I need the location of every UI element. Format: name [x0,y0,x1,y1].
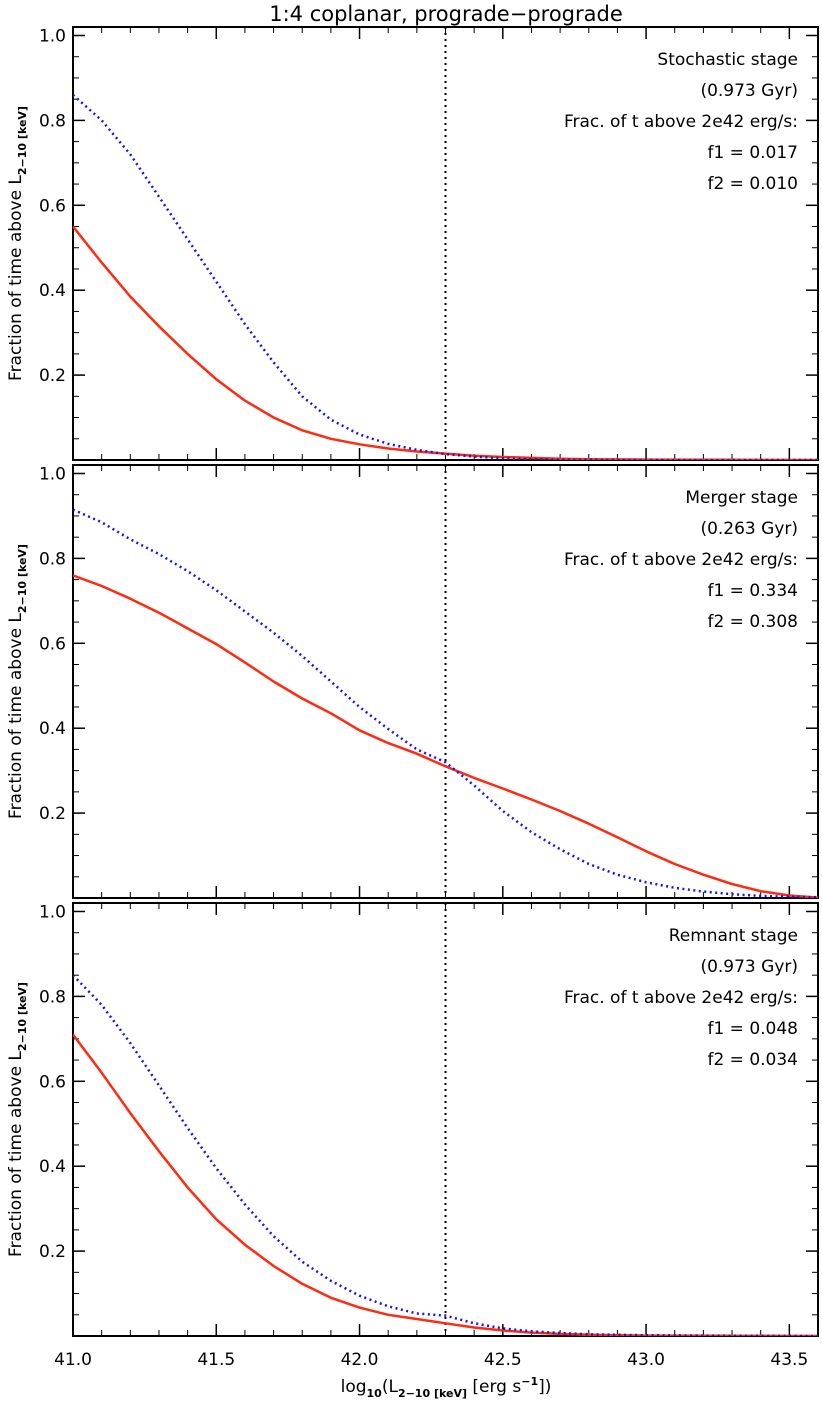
y-axis-label-subscript: 2−10 [keV] [16,106,29,175]
y-tick-label: 1.0 [39,26,66,46]
stage-label: Merger stage [685,488,798,508]
y-axis-label-text: Fraction of time above L [6,613,26,819]
x-tick-label: 41.5 [197,1350,235,1370]
y-tick-label: 0.8 [39,549,66,569]
y-tick-label: 0.4 [39,719,66,739]
y-tick-label: 0.6 [39,634,66,654]
f1-value: f1 = 0.048 [707,1019,798,1039]
y-tick-label: 0.2 [39,804,66,824]
f1-value: f1 = 0.334 [707,581,798,601]
y-axis-label-subscript: 2−10 [keV] [16,544,29,613]
duration-label: (0.263 Gyr) [700,519,798,539]
x-tick-label: 43.5 [770,1350,808,1370]
x-tick-label: 41.0 [54,1350,92,1370]
x-axis-label: log10(L2−10 [keV] [erg s−1]) [341,1375,552,1400]
fraction-caption: Frac. of t above 2e42 erg/s: [564,112,798,132]
fraction-caption: Frac. of t above 2e42 erg/s: [564,550,798,570]
stage-label: Remnant stage [669,926,798,946]
series-f2-line [73,93,818,460]
y-axis-label: Fraction of time above L2−10 [keV] [6,106,29,381]
stage-label: Stochastic stage [657,50,798,70]
panels: 0.2 0.4 0.6 0.8 1.0 Stochastic stage (0.973 Gy… [6,26,819,1370]
y-tick-label: 0.4 [39,1157,66,1177]
fraction-caption: Frac. of t above 2e42 erg/s: [564,988,798,1008]
x-tick-label: 43.0 [627,1350,665,1370]
f2-value: f2 = 0.010 [707,174,798,194]
f2-value: f2 = 0.034 [707,1050,798,1070]
y-axis-label: Fraction of time above L2−10 [keV] [6,982,29,1257]
duration-label: (0.973 Gyr) [700,957,798,977]
panel-1: 0.2 0.4 0.6 0.8 1.0 Stochastic stage (0.973 Gy… [6,26,819,461]
y-tick-label: 0.6 [39,196,66,216]
series-f2-line [73,508,818,898]
y-axis-label-subscript: 2−10 [keV] [16,982,29,1051]
figure-title: 1:4 coplanar, prograde−prograde [269,2,623,26]
series-f1-line [73,574,818,898]
y-axis-label-text: Fraction of time above L [6,1051,26,1257]
panel-3: 41.0 41.5 42.0 42.5 43.0 43.5 0.2 0.4 0.6 0.8 1.0 R… [6,902,819,1370]
y-axis-label-text: Fraction of time above L [6,175,26,381]
f1-value: f1 = 0.017 [707,143,798,163]
y-tick-label: 0.2 [39,1242,66,1262]
x-tick-label: 42.5 [484,1350,522,1370]
y-axis-label: Fraction of time above L2−10 [keV] [6,544,29,819]
y-tick-label: 0.2 [39,366,66,386]
y-tick-label: 0.6 [39,1072,66,1092]
panel-2: 0.2 0.4 0.6 0.8 1.0 Merger stage (0.263 Gyr) Fr… [6,464,819,899]
y-tick-label: 0.8 [39,111,66,131]
duration-label: (0.973 Gyr) [700,81,798,101]
y-tick-label: 1.0 [39,902,66,922]
x-tick-label: 42.0 [341,1350,379,1370]
y-tick-label: 0.4 [39,281,66,301]
y-tick-label: 0.8 [39,987,66,1007]
y-tick-label: 1.0 [39,464,66,484]
f2-value: f2 = 0.308 [707,612,798,632]
series-f2-line [73,974,818,1336]
